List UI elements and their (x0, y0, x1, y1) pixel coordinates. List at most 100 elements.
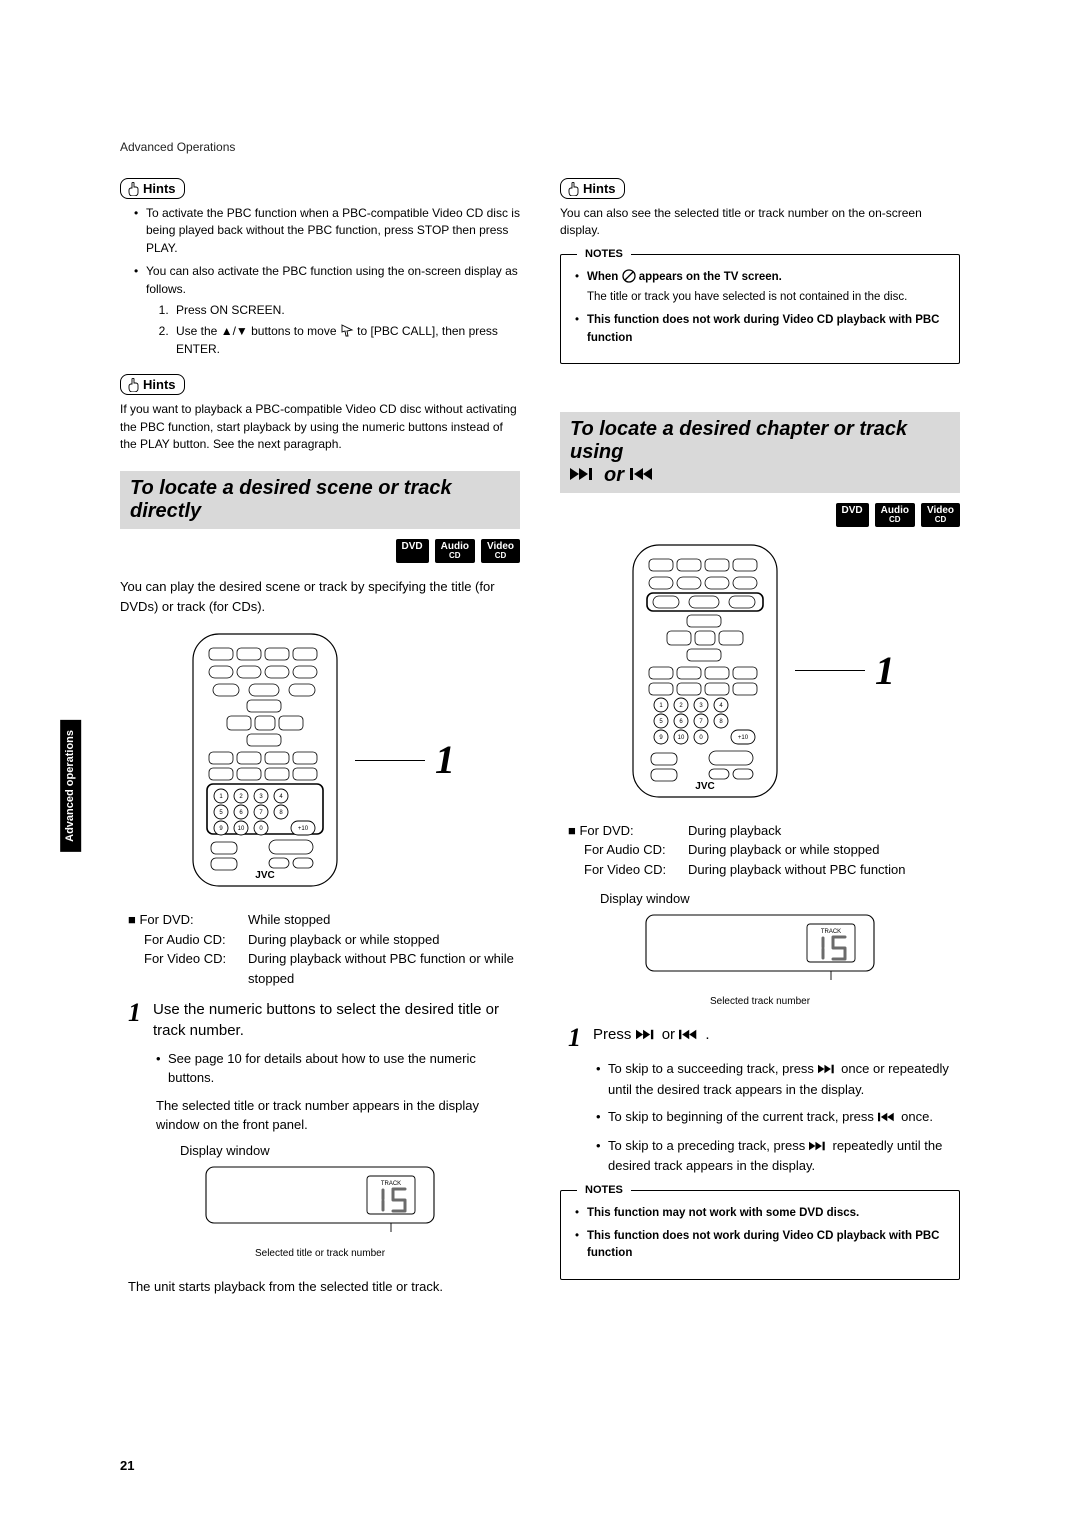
callout-number-1: 1 (875, 651, 895, 691)
table-row: For DVD:While stopped (128, 910, 520, 930)
notes-box-1: NOTES When appears on the TV screen. The… (560, 254, 960, 364)
intro-text-left: You can play the desired scene or track … (120, 577, 520, 616)
notes-item: This function does not work during Video… (575, 1228, 945, 1263)
section-title-line1: To locate a desired chapter or track usi… (570, 418, 950, 464)
bullet-text: To skip to beginning of the current trac… (608, 1109, 878, 1124)
skip-forward-icon (818, 1060, 838, 1080)
spec-value: During playback without PBC function or … (248, 949, 520, 988)
step-text: Press or . (593, 1025, 710, 1051)
table-row: For Audio CD:During playback or while st… (568, 840, 960, 860)
page-number: 21 (120, 1458, 134, 1473)
list-item: See page 10 for details about how to use… (156, 1049, 520, 1088)
table-row: For Audio CD:During playback or while st… (128, 930, 520, 950)
bullet-text: To skip to a succeeding track, press (608, 1061, 818, 1076)
section-title-line2: or (570, 464, 950, 487)
spec-key: For DVD: (128, 910, 248, 930)
skip-back-icon (878, 1108, 898, 1128)
finger-icon (127, 378, 139, 392)
remote-icon: 1234 5678 9100+10 JVC (625, 541, 785, 801)
table-row: For Video CD:During playback without PBC… (568, 860, 960, 880)
table-row: For DVD:During playback (568, 821, 960, 841)
side-tab: Advanced operations (60, 720, 81, 852)
hints-label: Hints (583, 181, 616, 196)
spec-value: While stopped (248, 910, 520, 930)
spec-value: During playback or while stopped (688, 840, 960, 860)
spec-key: For Video CD: (128, 949, 248, 988)
spec-value: During playback (688, 821, 960, 841)
badge-dvd: DVD (836, 503, 869, 527)
side-tab-text: Advanced operations (64, 730, 76, 842)
display-window-icon: TRACK (645, 914, 875, 992)
display-label-right: Display window (600, 891, 960, 906)
display-window-icon: TRACK (205, 1166, 435, 1244)
step-1-right: 1 Press or . (568, 1025, 960, 1051)
hint-list-1: To activate the PBC function when a PBC-… (120, 205, 520, 358)
skip-back-icon (679, 1026, 701, 1046)
step-bullets-left: See page 10 for details about how to use… (120, 1049, 520, 1088)
notes-label: NOTES (577, 246, 631, 263)
list-item: To skip to a succeeding track, press onc… (596, 1059, 960, 1099)
finger-icon (127, 182, 139, 196)
remote-figure-left: 1234 5678 9100+10 JVC 1 (120, 630, 520, 890)
notes-item: This function may not work with some DVD… (575, 1205, 945, 1222)
badges-right: DVD AudioCD VideoCD (560, 503, 960, 527)
spec-key: For Audio CD: (128, 930, 248, 950)
right-column: Hints You can also see the selected titl… (560, 178, 960, 1306)
spec-value: During playback or while stopped (248, 930, 520, 950)
bullet-text: To skip to a preceding track, press (608, 1138, 809, 1153)
skip-forward-icon (636, 1026, 658, 1046)
notes-text: When (587, 271, 622, 283)
step-number: 1 (128, 1000, 141, 1041)
badge-video-cd: VideoCD (921, 503, 960, 527)
badge-audio-cd: AudioCD (435, 539, 475, 563)
step-text-mid: or (662, 1026, 680, 1043)
svg-text:10: 10 (678, 735, 685, 741)
spec-key: For Audio CD: (568, 840, 688, 860)
callout-number-1: 1 (435, 740, 455, 780)
section-title-left: To locate a desired scene or track direc… (120, 471, 520, 529)
hint-item: To activate the PBC function when a PBC-… (134, 205, 520, 257)
display-caption-left: Selected title or track number (255, 1248, 385, 1259)
step-para-left: The selected title or track number appea… (156, 1096, 520, 1135)
hints-tag-right: Hints (560, 178, 625, 199)
badge-sub: CD (881, 516, 909, 524)
step-text: Use the numeric buttons to select the de… (153, 1000, 520, 1041)
notes-item: When appears on the TV screen. The title… (575, 269, 945, 307)
badge-video-cd: VideoCD (481, 539, 520, 563)
display-caption-right: Selected track number (710, 996, 810, 1007)
badge-sub: CD (927, 516, 954, 524)
notes-text: This function does not work during Video… (587, 314, 939, 343)
spec-key: For DVD: (568, 821, 688, 841)
badge-sub: CD (441, 552, 469, 560)
table-row: For Video CD:During playback without PBC… (128, 949, 520, 988)
notes-text: appears on the TV screen. (639, 271, 782, 283)
notes-box-2: NOTES This function may not work with so… (560, 1190, 960, 1280)
step-text-b: . (705, 1026, 709, 1043)
hint-item-text: You can also activate the PBC function u… (146, 264, 518, 295)
spec-table-left: For DVD:While stopped For Audio CD:Durin… (128, 910, 520, 988)
badge-text: DVD (842, 505, 863, 516)
svg-text:TRACK: TRACK (381, 1181, 401, 1187)
page-header: Advanced Operations (120, 140, 960, 154)
two-column-layout: Hints To activate the PBC function when … (120, 178, 960, 1306)
notes-body: The title or track you have selected is … (587, 291, 907, 303)
sublist-text-a: Use the ▲/▼ buttons to move (176, 324, 340, 338)
svg-text:TRACK: TRACK (821, 929, 841, 935)
left-column: Hints To activate the PBC function when … (120, 178, 520, 1306)
display-label-left: Display window (180, 1143, 520, 1158)
skip-forward-icon (809, 1137, 829, 1157)
prohibited-icon (622, 269, 636, 289)
remote-brand: JVC (255, 870, 274, 881)
badge-audio-cd: AudioCD (875, 503, 915, 527)
section-title-right: To locate a desired chapter or track usi… (560, 412, 960, 493)
display-window-left: TRACK Selected title or track number (120, 1166, 520, 1259)
remote-figure-right: 1234 5678 9100+10 JVC 1 (560, 541, 960, 801)
hints-tag-1: Hints (120, 178, 185, 199)
svg-text:10: 10 (238, 826, 245, 832)
section-title-or: or (604, 464, 624, 487)
step-bullets-right: To skip to a succeeding track, press onc… (560, 1059, 960, 1176)
step-1-left: 1 Use the numeric buttons to select the … (128, 1000, 520, 1041)
leader-line (795, 670, 865, 671)
list-item: To skip to a preceding track, press repe… (596, 1136, 960, 1176)
hints-tag-2: Hints (120, 374, 185, 395)
